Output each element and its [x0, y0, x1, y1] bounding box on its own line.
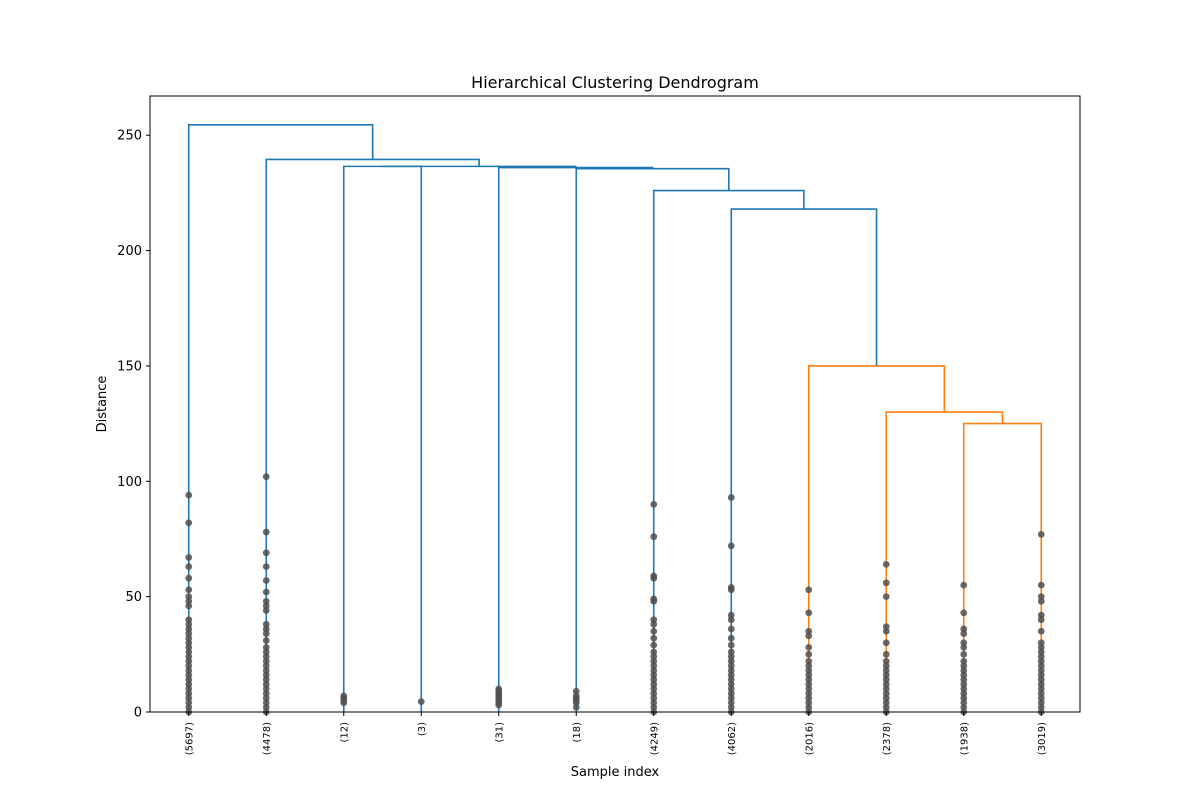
x-tick-label: (3019) — [1037, 722, 1048, 755]
leaf-point — [495, 701, 503, 709]
leaf-point — [262, 577, 270, 584]
leaf-point — [185, 586, 193, 594]
x-tick-label: (3) — [417, 722, 428, 736]
leaf-point — [262, 607, 270, 614]
dendrogram-links — [187, 124, 1043, 712]
leaf-point — [650, 533, 658, 541]
leaf-point — [882, 560, 890, 568]
y-tick-label: 150 — [117, 359, 142, 374]
leaf-point — [805, 586, 813, 594]
leaf-point — [727, 641, 735, 649]
leaf-point — [185, 554, 193, 561]
x-axis: (5697) (4478) (12) (3) (31) (18) (4249) (4062) (… — [184, 712, 1048, 755]
leaf-point — [882, 639, 890, 647]
leaf-point — [185, 574, 193, 582]
leaf-point — [262, 549, 270, 557]
leaf-point — [727, 634, 735, 642]
leaf-point — [805, 650, 813, 658]
leaf-point — [650, 597, 658, 605]
leaf-point — [185, 491, 193, 499]
leaf-point — [340, 699, 348, 707]
leaf-point — [727, 494, 735, 501]
leaf-point — [805, 609, 813, 617]
leaf-point — [185, 602, 193, 610]
leaf-point — [262, 473, 270, 481]
leaf-point — [650, 634, 658, 642]
leaf-point-markers — [185, 473, 1045, 716]
leaf-point — [805, 644, 813, 651]
dendrogram-link — [807, 365, 946, 712]
y-axis-label: Distance — [95, 376, 110, 433]
leaf-point — [262, 528, 270, 536]
leaf-point — [960, 644, 968, 651]
leaf-point — [960, 630, 968, 637]
leaf-point — [262, 630, 270, 637]
leaf-point — [262, 563, 270, 571]
leaf-point — [960, 609, 968, 617]
leaf-point — [1037, 581, 1045, 589]
x-tick-label: (4249) — [649, 722, 660, 755]
dendrogram-link — [265, 158, 480, 712]
x-tick-label: (2378) — [882, 722, 893, 755]
leaf-point — [882, 650, 890, 658]
dendrogram-link — [497, 166, 654, 712]
leaf-point — [185, 563, 193, 571]
dendrogram-link — [382, 165, 577, 168]
leaf-point — [650, 627, 658, 635]
leaf-point — [805, 632, 813, 640]
leaf-point — [650, 574, 658, 582]
x-tick-label: (12) — [339, 722, 350, 743]
leaf-point — [1037, 597, 1045, 605]
y-tick-label: 50 — [125, 590, 142, 605]
leaf-point — [650, 620, 658, 628]
leaf-point — [262, 637, 270, 644]
dendrogram-link — [652, 189, 805, 712]
leaf-point — [882, 627, 890, 635]
x-tick-label: (1938) — [959, 722, 970, 755]
y-tick-label: 200 — [117, 244, 142, 259]
leaf-point — [1037, 627, 1045, 635]
dendrogram-link — [187, 124, 374, 712]
leaf-point — [960, 581, 968, 589]
leaf-point — [727, 586, 735, 594]
leaf-point — [882, 579, 890, 587]
leaf-point — [1037, 530, 1045, 538]
y-tick-label: 250 — [117, 129, 142, 144]
leaf-point — [960, 650, 968, 658]
x-tick-label: (5697) — [184, 722, 195, 755]
leaf-point — [727, 625, 735, 633]
x-axis-label: Sample index — [571, 765, 660, 780]
leaf-point — [727, 542, 735, 550]
leaf-point — [262, 588, 270, 596]
leaf-point — [650, 641, 658, 649]
leaf-point — [417, 698, 425, 706]
y-axis: 0 50 100 150 200 250 — [117, 129, 150, 721]
x-tick-label: (18) — [572, 722, 583, 743]
leaf-point — [882, 593, 890, 601]
leaf-point — [572, 703, 580, 711]
x-tick-label: (4062) — [727, 722, 738, 755]
leaf-point — [1037, 616, 1045, 624]
chart-title: Hierarchical Clustering Dendrogram — [471, 73, 759, 92]
x-tick-label: (31) — [494, 722, 505, 743]
plot-frame — [149, 95, 1081, 713]
y-tick-label: 0 — [134, 706, 142, 721]
leaf-point — [185, 519, 193, 527]
y-tick-label: 100 — [117, 475, 142, 490]
leaf-point — [727, 616, 735, 624]
x-tick-label: (2016) — [804, 722, 815, 755]
dendrogram-link — [730, 208, 878, 712]
x-tick-label: (4478) — [262, 722, 273, 755]
leaf-point — [650, 500, 658, 508]
